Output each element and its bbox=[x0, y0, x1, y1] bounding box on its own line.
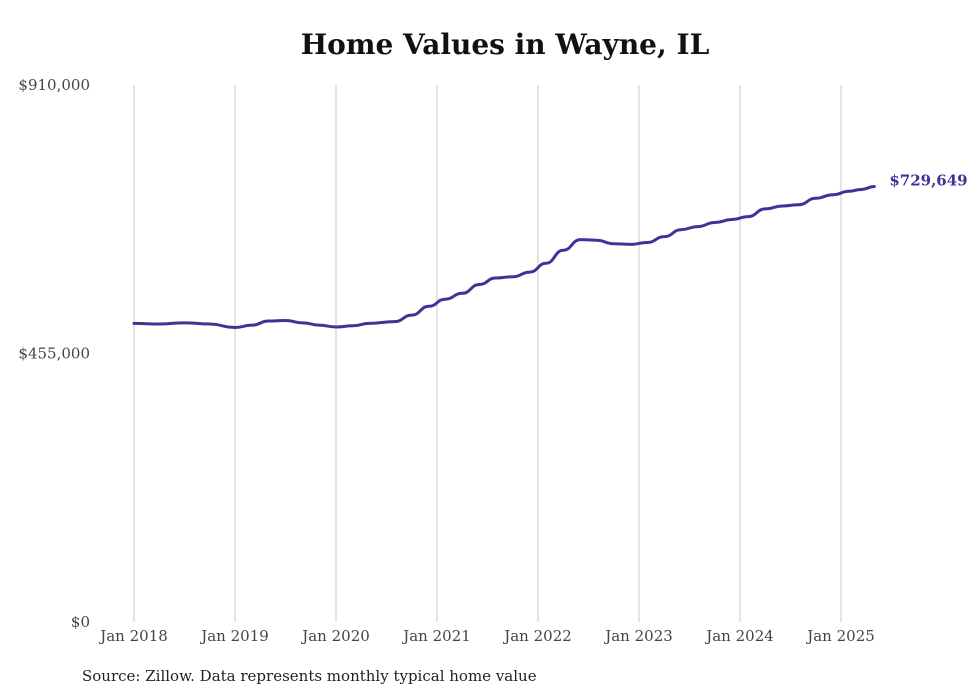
x-tick-label: Jan 2024 bbox=[704, 627, 774, 645]
x-tick-label: Jan 2021 bbox=[401, 627, 471, 645]
grid-lines bbox=[133, 85, 842, 622]
y-tick-label: $0 bbox=[71, 613, 90, 631]
x-axis-ticks: Jan 2018 Jan 2019 Jan 2020 Jan 2021 Jan 2022… bbox=[98, 627, 875, 645]
y-axis-ticks: $0 $455,000 $910,000 bbox=[18, 76, 90, 631]
x-tick-label: Jan 2023 bbox=[603, 627, 673, 645]
x-tick-label: Jan 2025 bbox=[805, 627, 875, 645]
source-note: Source: Zillow. Data represents monthly … bbox=[82, 667, 537, 685]
x-tick-label: Jan 2020 bbox=[300, 627, 370, 645]
x-tick-label: Jan 2022 bbox=[502, 627, 572, 645]
chart-title: Home Values in Wayne, IL bbox=[300, 28, 710, 61]
series-layer: $729,649 bbox=[132, 171, 968, 330]
x-tick-label: Jan 2019 bbox=[199, 627, 269, 645]
end-value-label: $729,649 bbox=[889, 171, 967, 189]
y-tick-label: $455,000 bbox=[18, 345, 90, 363]
series-line bbox=[132, 184, 876, 330]
x-tick-label: Jan 2018 bbox=[98, 627, 168, 645]
y-tick-label: $910,000 bbox=[18, 76, 90, 94]
